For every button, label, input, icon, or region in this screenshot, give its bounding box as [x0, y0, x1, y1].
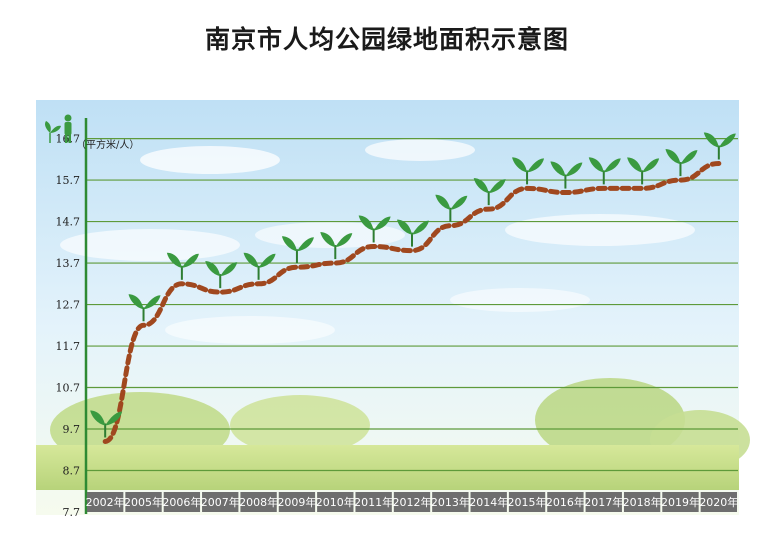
x-tick-bg [547, 492, 584, 512]
data-point [588, 157, 621, 185]
leaf-markers [90, 132, 736, 438]
x-tick-label: 2010年 [316, 495, 355, 509]
data-point [512, 157, 545, 185]
x-tick-bg [125, 492, 162, 512]
x-tick-bg [470, 492, 507, 512]
x-tick-label: 2015年 [508, 495, 547, 509]
x-tick-label: 2005年 [124, 495, 163, 509]
data-point [627, 157, 660, 185]
x-tick-label: 2006年 [162, 495, 201, 509]
data-point [243, 252, 276, 280]
x-tick-label: 2020年 [699, 495, 738, 509]
y-tick-label: 9.7 [63, 423, 81, 436]
y-tick-label: 13.7 [56, 257, 81, 270]
x-tick-bg [508, 492, 546, 512]
data-point [281, 236, 314, 264]
x-tick-label: 2018年 [623, 495, 662, 509]
x-tick-label: 2008年 [239, 495, 278, 509]
y-tick-label: 11.7 [56, 340, 81, 353]
data-point [358, 215, 391, 243]
x-tick-bg [278, 492, 316, 512]
x-tick-bg [87, 492, 124, 512]
x-tick-bg [163, 492, 201, 512]
x-tick-bg [623, 492, 661, 512]
x-tick-bg [662, 492, 699, 512]
data-point [90, 410, 123, 438]
y-axis-label: （平方米/人） [76, 138, 139, 151]
x-tick-bg [393, 492, 431, 512]
y-tick-label: 15.7 [56, 174, 81, 187]
x-tick-label: 2012年 [393, 495, 432, 509]
x-tick-label: 2002年 [86, 495, 125, 509]
y-tick-label: 16.7 [56, 133, 81, 146]
data-point [205, 261, 238, 289]
x-tick-label: 2007年 [201, 495, 240, 509]
y-tick-label: 14.7 [56, 216, 81, 229]
data-point [397, 219, 429, 247]
x-tick-label: 2014年 [469, 495, 508, 509]
x-axis: 2002年 2005年 2006年 2007年 2008年 2009年 2010年 2011年… [86, 492, 738, 512]
y-unit-label: （平方米/人） [45, 114, 139, 151]
grid-lines [86, 137, 738, 472]
x-tick-bg [355, 492, 392, 512]
x-tick-label: 2009年 [277, 495, 316, 509]
x-tick-bg [585, 492, 622, 512]
y-tick-label: 7.7 [63, 506, 81, 519]
background [36, 100, 750, 515]
y-tick-label: 8.7 [63, 465, 81, 478]
data-point [550, 161, 583, 189]
data-point [473, 178, 506, 206]
data-point [128, 294, 161, 322]
x-tick-label: 2019年 [661, 495, 700, 509]
data-point [320, 232, 353, 260]
data-point [166, 252, 199, 280]
y-tick-label: 10.7 [56, 382, 81, 395]
series-line [102, 160, 722, 444]
x-tick-bg [700, 492, 737, 512]
y-tick-label: 12.7 [56, 299, 81, 312]
page-title: 南京市人均公园绿地面积示意图 [204, 25, 569, 54]
leaf-person-icon [45, 114, 72, 143]
x-tick-bg [240, 492, 277, 512]
x-tick-bg [202, 492, 239, 512]
x-tick-label: 2017年 [584, 495, 623, 509]
x-tick-label: 2016年 [546, 495, 585, 509]
series-line-group [102, 160, 722, 444]
x-tick-bg [317, 492, 354, 512]
x-tick-label: 2011年 [354, 495, 393, 509]
x-tick-bg [432, 492, 469, 512]
x-tick-label: 2013年 [431, 495, 470, 509]
data-point [435, 194, 468, 222]
data-point [665, 149, 698, 177]
data-point [703, 132, 736, 160]
y-axis: 7.7 8.7 9.7 10.7 11.7 12.7 13.7 14.7 15.7 16.7 [56, 118, 88, 519]
